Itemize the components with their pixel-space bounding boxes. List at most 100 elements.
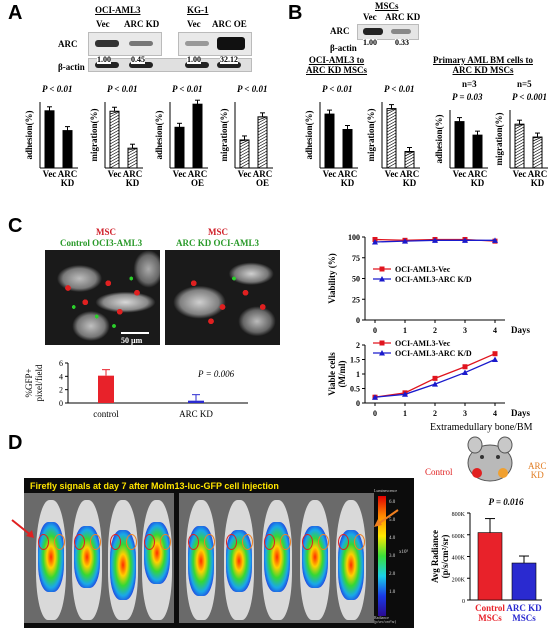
- x-tick-label: KD: [61, 178, 75, 188]
- y-axis-label: adhesion(%): [434, 114, 444, 163]
- control-site-marker: [188, 534, 199, 550]
- bar-hatch: [127, 159, 138, 166]
- mouse-image: [336, 500, 366, 620]
- luminescence-signal: [144, 522, 170, 584]
- data-point: [402, 238, 408, 244]
- x-tick-label: 2: [433, 326, 437, 335]
- image-title-1: MSC: [96, 227, 116, 237]
- bar-hatch: [257, 156, 268, 163]
- bar-hatch: [404, 156, 415, 163]
- x-tick-label: ARC: [188, 169, 208, 179]
- subpanel-title-b1-text: OCI-AML3 to ARC KD MSCs: [306, 55, 368, 76]
- arc-site-marker: [54, 534, 65, 550]
- subpanel-title-b2-text: Primary AML BM cells to ARC KD MSCs: [433, 55, 533, 76]
- bar-hatch: [386, 117, 397, 124]
- blot-title-mscs: MSCs: [375, 1, 399, 11]
- bar-hatch: [386, 138, 397, 145]
- x-tick-label: 0: [373, 326, 377, 335]
- bar-hatch: [386, 141, 397, 148]
- bar-hatch: [239, 156, 250, 163]
- bar-hatch: [127, 162, 138, 169]
- bar-hatch: [239, 139, 250, 145]
- data-point: [492, 237, 498, 243]
- bar-hatch: [404, 162, 415, 169]
- data-point: [492, 351, 498, 357]
- image-banner: Firefly signals at day 7 after Molm13-lu…: [30, 481, 279, 491]
- legend-marker: [379, 340, 385, 346]
- ratio-value-3: 1.00: [187, 55, 201, 64]
- x-tick-label: 3: [463, 326, 467, 335]
- bar-hatch: [257, 150, 268, 157]
- control-site-marker: [226, 534, 237, 550]
- y-tick-label: 0.5: [350, 385, 360, 394]
- y-tick-label: 200K: [452, 577, 466, 583]
- subpanel-title-b1: OCI-AML3 to ARC KD MSCs: [306, 55, 367, 76]
- data-point: [432, 375, 438, 381]
- bar: [324, 113, 335, 169]
- bioluminescence-image: Firefly signals at day 7 after Molm13-lu…: [24, 478, 414, 628]
- bar: [514, 123, 525, 169]
- red-arrow-icon: [11, 519, 34, 538]
- data-point: [462, 364, 468, 370]
- panel-letter-b: B: [288, 2, 303, 24]
- blot-row-label-actin: β-actin: [330, 43, 357, 53]
- data-point: [432, 237, 438, 243]
- p-value: P < 0.01: [237, 84, 268, 94]
- bar-hatch: [109, 120, 120, 127]
- mouse-image: [186, 500, 216, 620]
- bar-hatch: [109, 126, 120, 133]
- y-axis-label: (M/ml): [337, 361, 347, 388]
- x-tick-label: Vec: [173, 169, 187, 179]
- bar-hatch: [109, 138, 120, 145]
- ratio-value-1: 1.00: [97, 55, 111, 64]
- x-axis-label: Days: [511, 408, 530, 418]
- p-value: P < 0.01: [107, 84, 138, 94]
- bar-hatch: [386, 108, 397, 115]
- scale-tick: 2.0: [389, 572, 396, 577]
- legend-marker: [379, 350, 385, 356]
- bar-hatch: [404, 153, 415, 160]
- y-tick-label: 1: [356, 370, 360, 379]
- western-blot-b: [357, 24, 419, 40]
- y-tick-label: 4: [59, 372, 63, 381]
- data-point: [432, 381, 438, 387]
- bar-hatch: [514, 153, 525, 160]
- y-tick-label: 0: [356, 316, 360, 325]
- bar-hatch: [257, 126, 268, 133]
- bar-hatch: [109, 159, 120, 166]
- y-axis-label: adhesion(%): [24, 110, 34, 159]
- bar-hatch: [404, 151, 415, 157]
- bar-hatch: [514, 159, 525, 166]
- lane-label: ARC KD: [385, 12, 421, 22]
- bar-hatch: [514, 156, 525, 163]
- bar-hatch: [532, 144, 543, 151]
- scale-unit: x10⁵: [399, 550, 409, 555]
- arc-site-marker: [242, 534, 253, 550]
- bar-hatch: [257, 138, 268, 145]
- arc-site-marker: [90, 534, 101, 550]
- schema-control-label: Control: [425, 467, 453, 477]
- control-site-marker: [302, 534, 313, 550]
- bar: [174, 126, 185, 169]
- blot-row-label-actin: β-actin: [58, 62, 85, 72]
- x-tick-label: KD: [341, 178, 355, 188]
- data-point: [372, 394, 378, 400]
- p-value: P < 0.01: [384, 84, 415, 94]
- x-tick-label: KD: [126, 178, 140, 188]
- p-value: P < 0.01: [322, 84, 353, 94]
- x-tick-label: 0: [373, 409, 377, 418]
- western-blot-a2: [178, 32, 252, 56]
- schema-arc-label: ARC KD: [528, 461, 547, 480]
- bar: [62, 130, 73, 169]
- bar-hatch: [532, 136, 543, 139]
- control-site-marker: [144, 534, 155, 550]
- bar-hatch: [109, 135, 120, 142]
- y-tick-label: 0: [59, 399, 63, 408]
- micrograph-arc-kd: [165, 250, 280, 345]
- x-tick-label: ARC: [400, 169, 420, 179]
- bar-hatch: [257, 153, 268, 160]
